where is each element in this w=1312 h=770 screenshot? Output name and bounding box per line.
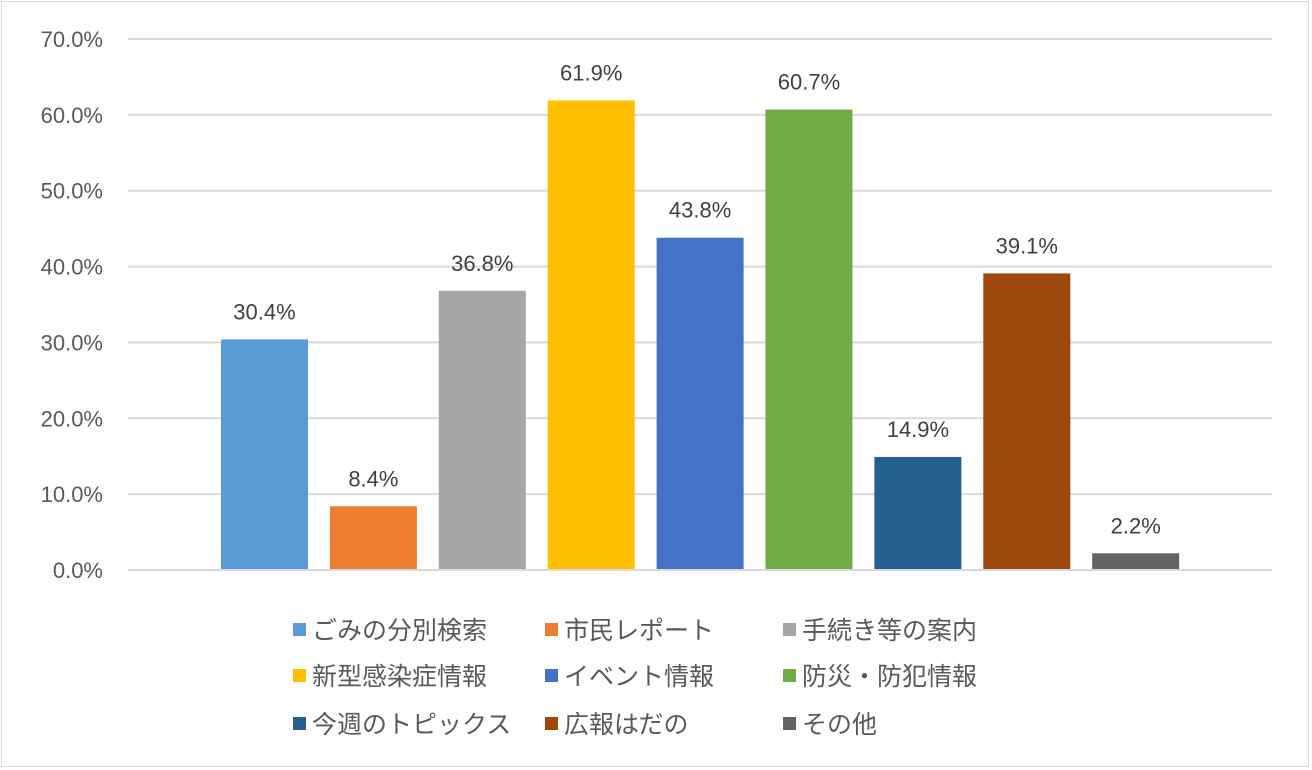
legend-swatch — [783, 716, 796, 730]
legend-item: 防災・防犯情報 — [783, 657, 977, 693]
y-tick-label: 40.0% — [41, 255, 103, 280]
data-label: 43.8% — [669, 198, 731, 223]
y-tick-label: 10.0% — [41, 482, 103, 507]
data-label: 2.2% — [1111, 513, 1161, 538]
legend-swatch — [783, 668, 796, 682]
y-tick-label: 60.0% — [41, 103, 103, 128]
y-tick-label: 0.0% — [53, 558, 103, 583]
bar — [438, 290, 526, 570]
legend-label: 市民レポート — [564, 616, 715, 645]
y-tick-label: 70.0% — [41, 27, 103, 52]
legend-swatch — [783, 622, 796, 636]
data-label: 60.7% — [778, 70, 840, 95]
legend-label: イベント情報 — [564, 662, 715, 691]
legend-swatch — [545, 622, 558, 636]
legend-label: 今週のトピックス — [312, 710, 512, 739]
y-tick-label: 20.0% — [41, 406, 103, 431]
legend-swatch — [293, 668, 306, 682]
legend-swatch — [293, 716, 306, 730]
bar — [329, 506, 417, 570]
data-label: 39.1% — [996, 233, 1058, 258]
legend-item: 新型感染症情報 — [293, 657, 487, 693]
legend-item: イベント情報 — [545, 657, 714, 693]
legend-item: その他 — [783, 705, 877, 741]
data-label: 61.9% — [560, 60, 622, 85]
legend-label: 手続き等の案内 — [802, 616, 978, 645]
data-label: 30.4% — [233, 299, 295, 324]
legend-swatch — [545, 668, 558, 682]
legend-item: 広報はだの — [545, 705, 689, 741]
legend-label: その他 — [802, 710, 878, 739]
legend-swatch — [293, 622, 306, 636]
legend-item: 今週のトピックス — [293, 705, 511, 741]
bar — [983, 273, 1071, 570]
legend-item: 市民レポート — [545, 611, 714, 647]
legend-swatch — [545, 716, 558, 730]
bar — [1092, 553, 1180, 570]
legend-label: 広報はだの — [564, 710, 689, 739]
y-tick-label: 50.0% — [41, 179, 103, 204]
legend-item: 手続き等の案内 — [783, 611, 977, 647]
bar — [547, 100, 635, 571]
data-label: 8.4% — [348, 466, 398, 491]
bar — [765, 109, 853, 570]
bar — [874, 456, 962, 570]
data-label: 14.9% — [887, 417, 949, 442]
y-tick-label: 30.0% — [41, 330, 103, 355]
bar — [656, 237, 744, 570]
bar — [221, 339, 308, 570]
legend-item: ごみの分別検索 — [293, 611, 487, 647]
legend-label: 防災・防犯情報 — [802, 662, 978, 691]
legend-label: 新型感染症情報 — [312, 662, 488, 691]
legend-label: ごみの分別検索 — [312, 616, 488, 645]
data-label: 36.8% — [451, 251, 513, 276]
